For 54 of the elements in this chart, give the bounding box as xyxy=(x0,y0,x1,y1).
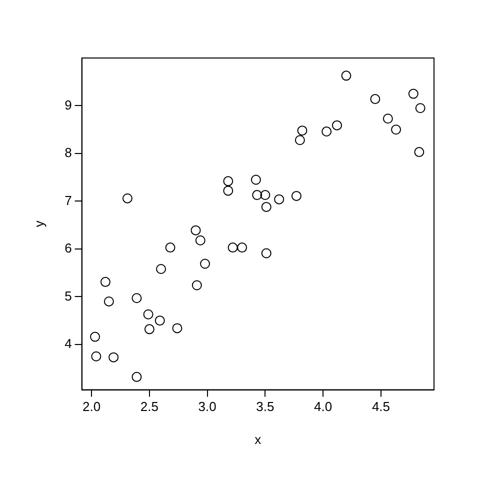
point xyxy=(382,114,393,124)
point xyxy=(172,323,182,334)
point xyxy=(122,193,132,204)
point xyxy=(165,242,176,253)
point xyxy=(252,190,262,200)
point xyxy=(391,124,402,135)
point xyxy=(250,174,261,185)
y-axis-title: y xyxy=(31,220,46,228)
point xyxy=(223,186,234,196)
point xyxy=(200,258,210,269)
point xyxy=(104,296,114,306)
point xyxy=(156,264,166,274)
point xyxy=(274,194,284,204)
point xyxy=(341,70,352,81)
point xyxy=(261,248,272,258)
point xyxy=(223,176,234,186)
x-tick-label: 4.5 xyxy=(372,399,390,414)
y-tick-label: 7 xyxy=(64,192,72,208)
point xyxy=(228,242,238,253)
x-tick-label: 2.0 xyxy=(82,399,101,414)
point xyxy=(144,324,154,334)
point xyxy=(294,135,305,146)
point xyxy=(132,372,142,382)
y-tick-label: 5 xyxy=(64,288,72,304)
point xyxy=(370,94,380,104)
point xyxy=(100,276,110,287)
point xyxy=(190,225,201,236)
point xyxy=(414,147,424,158)
point xyxy=(195,235,206,246)
point xyxy=(261,202,272,212)
x-tick-label: 3.0 xyxy=(198,399,216,414)
point xyxy=(91,351,102,362)
point xyxy=(90,332,100,342)
point xyxy=(297,126,308,136)
x-tick-label: 3.5 xyxy=(256,399,274,414)
point xyxy=(322,126,332,137)
point xyxy=(260,190,270,200)
x-tick-label: 2.5 xyxy=(140,399,158,414)
point xyxy=(132,293,142,304)
point xyxy=(291,190,302,201)
point xyxy=(192,280,202,290)
point xyxy=(143,309,154,320)
y-tick-label: 9 xyxy=(64,97,72,112)
point xyxy=(332,120,342,130)
y-tick-label: 6 xyxy=(64,240,72,256)
y-tick-label: 4 xyxy=(64,336,72,352)
y-tick-label: 8 xyxy=(64,145,72,160)
x-tick-label: 4.0 xyxy=(314,399,332,414)
point xyxy=(154,316,165,326)
point xyxy=(108,352,119,362)
x-axis-title: x xyxy=(254,432,262,447)
point xyxy=(237,242,248,253)
point xyxy=(415,103,426,114)
point xyxy=(408,88,418,99)
